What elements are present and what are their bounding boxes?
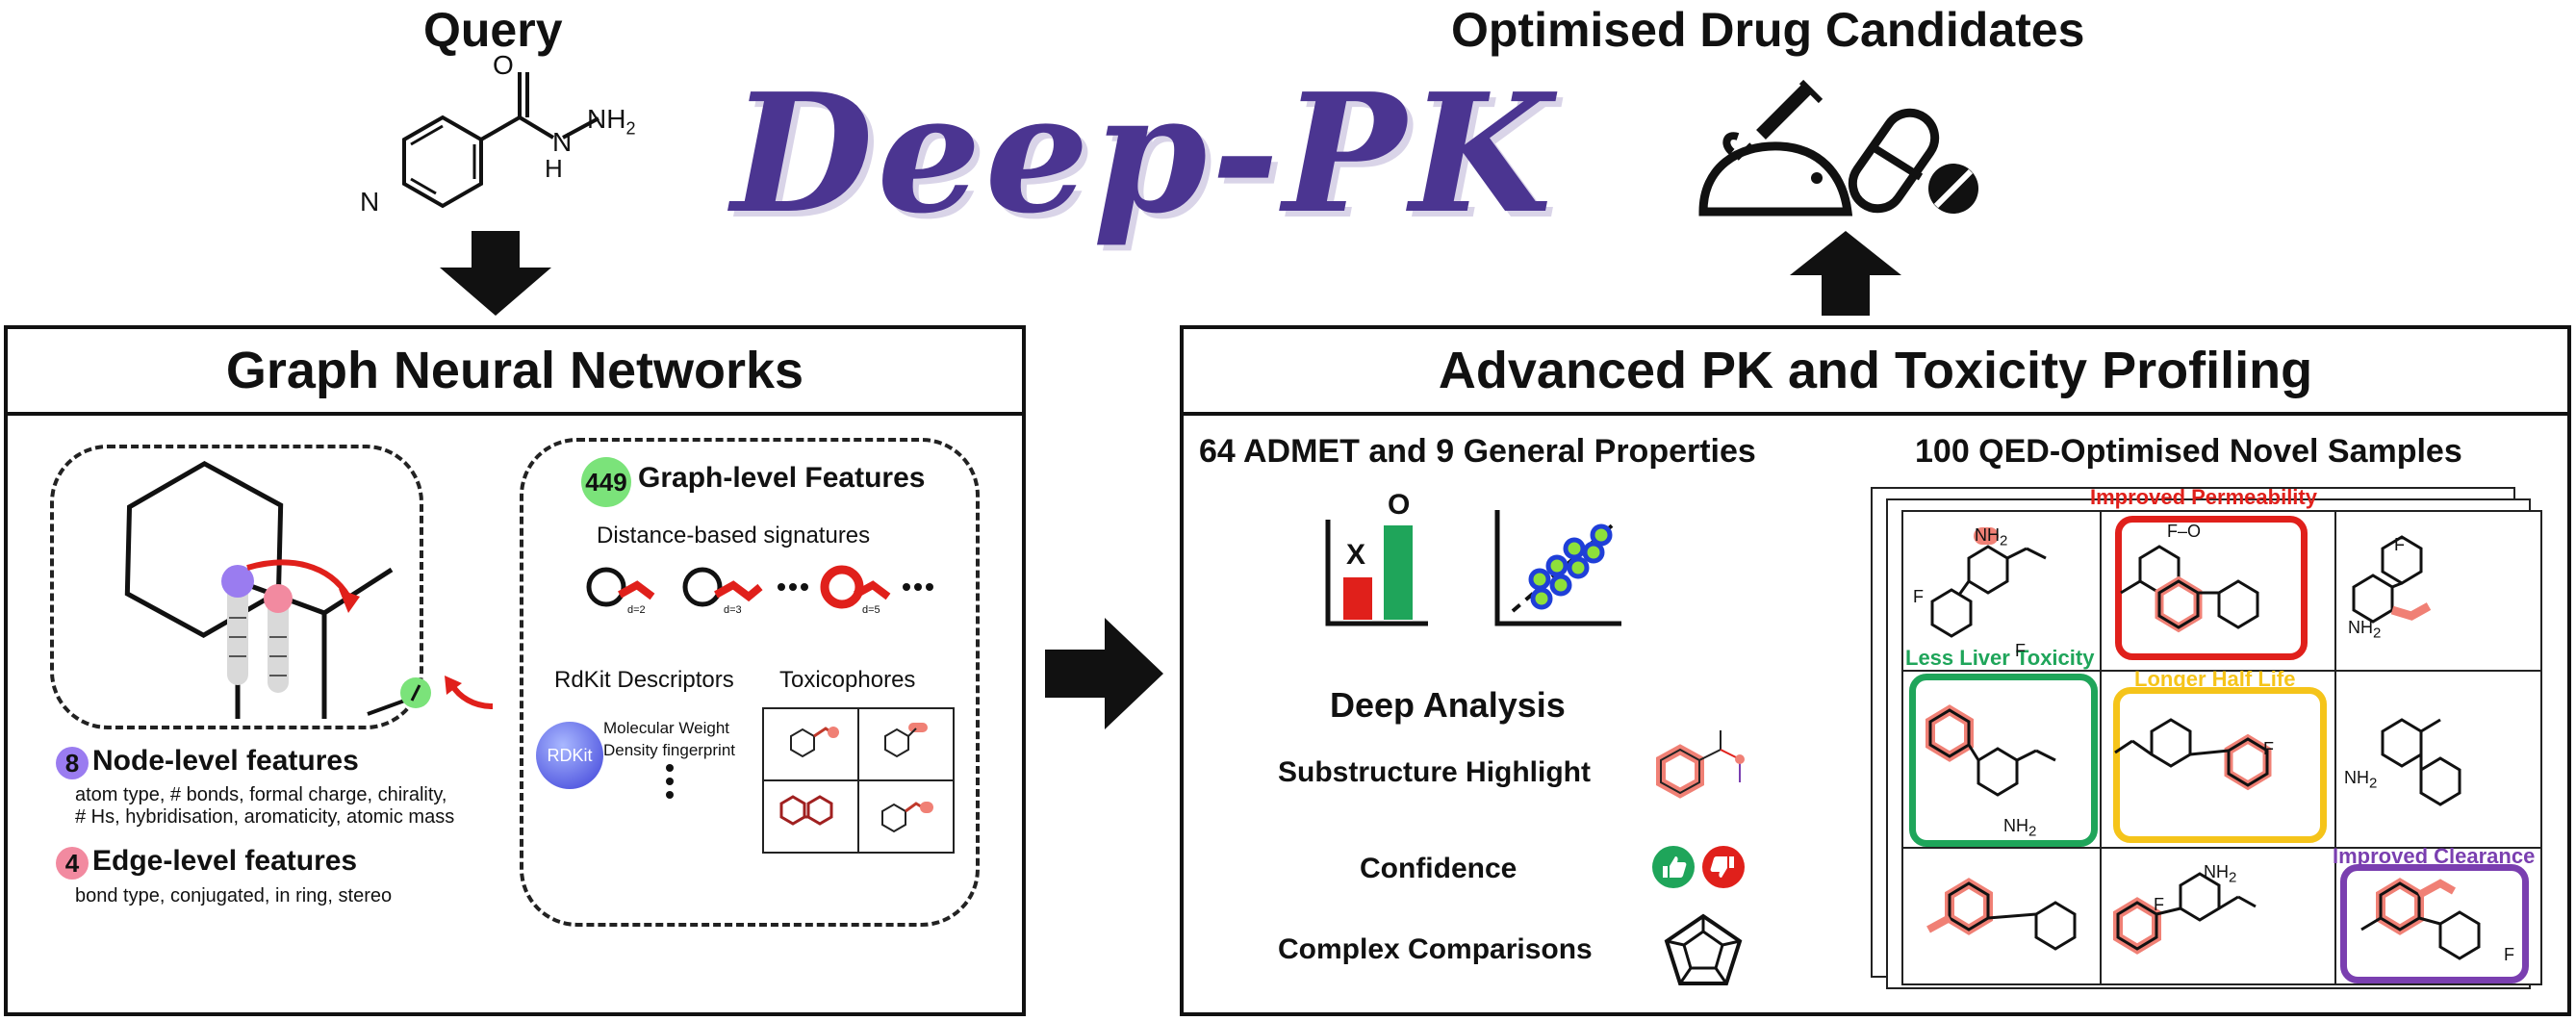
deep-pk-logo: Deep-PK bbox=[731, 58, 1556, 250]
query-atom-o: O bbox=[493, 50, 514, 80]
comparisons-label: Complex Comparisons bbox=[1278, 933, 1593, 965]
liver-toxicity-frame bbox=[1909, 674, 2098, 847]
d-label-2: d=2 bbox=[627, 604, 646, 616]
sample-cell-4[interactable] bbox=[1901, 670, 2102, 849]
query-molecule bbox=[402, 72, 599, 209]
query-atom-nh2: NH2 bbox=[587, 104, 636, 139]
more-dots-icon bbox=[666, 764, 674, 799]
bar-label-o: O bbox=[1388, 489, 1411, 521]
node-level-label: Node-level features bbox=[92, 745, 359, 777]
bar-label-x: X bbox=[1346, 539, 1366, 571]
sample-label-f-6: F bbox=[2504, 945, 2514, 964]
graph-level-box bbox=[520, 438, 980, 927]
query-title: Query bbox=[423, 3, 563, 57]
thumbs-up-icon[interactable] bbox=[1651, 845, 1696, 889]
node-level-desc-1: atom type, # bonds, formal charge, chira… bbox=[75, 784, 447, 805]
down-arrow-icon bbox=[440, 231, 551, 316]
up-arrow-icon bbox=[1790, 231, 1901, 316]
deep-analysis-label: Deep Analysis bbox=[1330, 685, 1566, 725]
admet-label: 64 ADMET and 9 General Properties bbox=[1199, 433, 1756, 470]
atom-graph-box bbox=[50, 445, 423, 729]
query-atom-h: H bbox=[545, 154, 563, 183]
sample-label-f-2: F bbox=[2015, 641, 2026, 660]
sample-label-nh2-4: NH2 bbox=[2344, 768, 2378, 792]
toxicophore-grid bbox=[762, 707, 955, 854]
half-life-frame bbox=[2113, 687, 2327, 843]
sample-label-f-3: F bbox=[2394, 535, 2405, 554]
scatter-plot-icon bbox=[1494, 510, 1621, 626]
bar-chart-icon bbox=[1325, 520, 1428, 626]
permeability-frame bbox=[2115, 516, 2308, 660]
sample-label-f-1: F bbox=[1913, 587, 1924, 606]
rdkit-item-1: Molecular Weight bbox=[603, 719, 730, 737]
samples-label: 100 QED-Optimised Novel Samples bbox=[1915, 433, 2462, 470]
confidence-label: Confidence bbox=[1360, 853, 1518, 884]
edge-level-label: Edge-level features bbox=[92, 845, 358, 877]
query-atom-ring-n: N bbox=[360, 187, 380, 217]
substructure-molecule-icon bbox=[1656, 730, 1745, 799]
sample-label-nh2-5: NH2 bbox=[2204, 862, 2237, 886]
output-title: Optimised Drug Candidates bbox=[1451, 3, 2085, 57]
pk-panel-title: Advanced PK and Toxicity Profiling bbox=[1184, 329, 2567, 416]
clearance-label: Improved Clearance bbox=[2333, 844, 2536, 868]
sample-cell-1[interactable] bbox=[1901, 510, 2102, 672]
sample-label-f-4: F bbox=[2263, 739, 2274, 758]
rdkit-descriptors-label: RdKit Descriptors bbox=[554, 667, 734, 693]
sample-cell-8[interactable] bbox=[2100, 847, 2336, 985]
rdkit-item-2: Density fingerprint bbox=[603, 741, 736, 759]
distance-signature-molecules bbox=[586, 565, 933, 609]
sample-molecules bbox=[1926, 527, 2481, 960]
edge-level-desc: bond type, conjugated, in ring, stereo bbox=[75, 885, 393, 906]
d-label-5: d=5 bbox=[862, 604, 880, 616]
query-atom-n: N bbox=[552, 127, 573, 157]
rdkit-logo-icon: RDKit bbox=[536, 722, 603, 789]
sample-label-f-5: F bbox=[2154, 895, 2164, 914]
sample-cell-3[interactable] bbox=[2334, 510, 2542, 672]
permeability-label: Improved Permeability bbox=[2090, 485, 2317, 509]
sample-cell-5[interactable] bbox=[2100, 670, 2336, 849]
sample-label-nh2-3: NH2 bbox=[2003, 816, 2037, 840]
pill-icon bbox=[1848, 108, 1978, 214]
mouse-syringe-icon bbox=[1698, 79, 1853, 217]
distance-signatures-label: Distance-based signatures bbox=[597, 523, 871, 549]
toxicophores-label: Toxicophores bbox=[779, 667, 916, 693]
thumbs-down-icon[interactable] bbox=[1701, 845, 1746, 889]
polyhedron-icon bbox=[1664, 913, 1743, 985]
sample-label-nh2-2: NH2 bbox=[2348, 618, 2382, 642]
sample-label-fo: F–O bbox=[2167, 522, 2202, 541]
liver-toxicity-label: Less Liver Toxicity bbox=[1905, 646, 2095, 670]
edge-count-badge: 4 bbox=[56, 847, 89, 880]
half-life-label: Longer Half Life bbox=[2134, 667, 2296, 691]
node-level-desc-2: # Hs, hybridisation, aromaticity, atomic… bbox=[75, 806, 455, 828]
atom-graph-diagram bbox=[124, 460, 494, 719]
graph-count-badge: 449 bbox=[581, 457, 631, 507]
substructure-label: Substructure Highlight bbox=[1278, 756, 1591, 788]
clearance-frame bbox=[2340, 864, 2529, 983]
sample-label-nh2-1: NH2 bbox=[1975, 525, 2008, 549]
right-arrow-icon bbox=[1045, 618, 1163, 729]
graph-level-label: Graph-level Features bbox=[638, 462, 926, 494]
gnn-panel-title: Graph Neural Networks bbox=[8, 329, 1022, 416]
node-count-badge: 8 bbox=[56, 747, 89, 779]
d-label-3: d=3 bbox=[724, 604, 742, 616]
